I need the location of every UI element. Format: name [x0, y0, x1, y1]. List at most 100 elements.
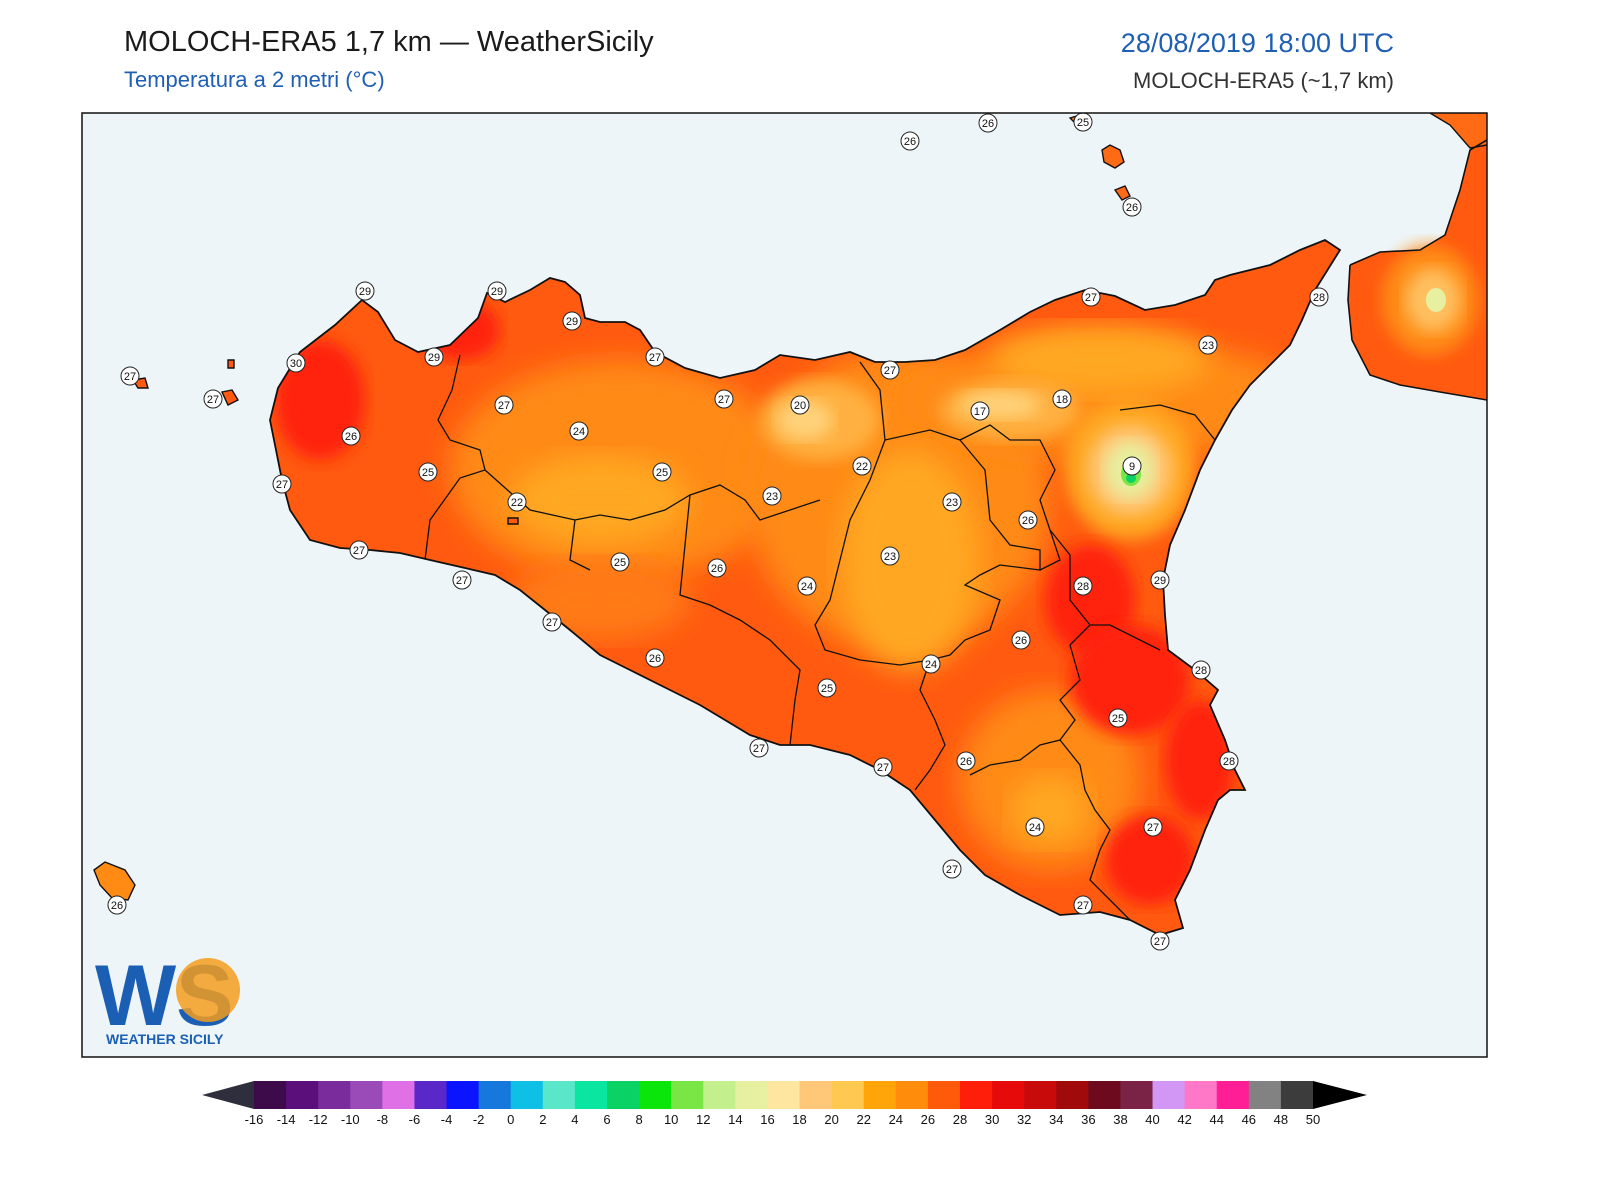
station-marker: 27: [714, 389, 734, 409]
colorbar-tick-label: 28: [953, 1112, 967, 1127]
colorbar-swatch: [1216, 1081, 1250, 1109]
station-marker: 27: [1143, 817, 1163, 837]
station-value: 9: [1129, 461, 1135, 473]
station-value: 28: [1223, 756, 1235, 768]
station-value: 29: [1154, 575, 1166, 587]
colorbar-swatch: [574, 1081, 608, 1109]
station-marker: 26: [645, 648, 665, 668]
station-marker: 29: [355, 281, 375, 301]
colorbar-swatch: [318, 1081, 351, 1109]
colorbar-swatch: [1248, 1081, 1282, 1109]
colorbar-max-arrow: [1313, 1081, 1367, 1109]
colorbar-swatch: [414, 1081, 448, 1109]
station-value: 25: [422, 467, 434, 479]
station-value: 18: [1056, 394, 1068, 406]
station-value: 23: [766, 491, 778, 503]
station-value: 27: [276, 479, 288, 491]
station-value: 27: [877, 762, 889, 774]
colorbar-swatch: [895, 1081, 929, 1109]
station-marker: 23: [1198, 335, 1218, 355]
station-value: 27: [1085, 292, 1097, 304]
colorbar-swatch: [639, 1081, 672, 1109]
station-marker: 23: [942, 492, 962, 512]
colorbar-tick-label: 34: [1049, 1112, 1063, 1127]
map-frame: [81, 112, 1488, 1058]
station-value: 30: [290, 358, 302, 370]
colorbar-tick-label: 16: [760, 1112, 774, 1127]
colorbar-tick-label: 10: [664, 1112, 678, 1127]
colorbar-tick-label: 42: [1177, 1112, 1191, 1127]
station-marker: 26: [1011, 630, 1031, 650]
map-datetime: 28/08/2019 18:00 UTC: [1120, 28, 1394, 58]
station-value: 23: [946, 497, 958, 509]
station-value: 26: [960, 756, 972, 768]
colorbar-swatch: [542, 1081, 576, 1109]
logo-sun-icon: [176, 958, 240, 1022]
station-marker: 26: [1122, 197, 1142, 217]
station-marker: 28: [1309, 287, 1329, 307]
colorbar-tick-label: 20: [824, 1112, 838, 1127]
station-value: 28: [1195, 665, 1207, 677]
colorbar-tick-label: 36: [1081, 1112, 1095, 1127]
station-value: 23: [1202, 340, 1214, 352]
station-value: 27: [718, 394, 730, 406]
station-marker: 24: [569, 421, 589, 441]
station-value: 27: [498, 400, 510, 412]
station-marker: 27: [272, 474, 292, 494]
colorbar-tick-label: 44: [1209, 1112, 1223, 1127]
station-marker: 25: [1073, 113, 1093, 132]
station-value: 27: [1147, 822, 1159, 834]
station-value: 27: [1077, 900, 1089, 912]
station-value: 24: [1029, 822, 1041, 834]
station-value: 26: [982, 118, 994, 130]
station-marker: 22: [507, 492, 527, 512]
colorbar-swatch: [1184, 1081, 1218, 1109]
station-value: 17: [974, 406, 986, 418]
station-marker: 25: [652, 462, 672, 482]
map-subtitle: Temperatura a 2 metri (°C): [124, 67, 385, 92]
station-marker: 27: [880, 360, 900, 380]
colorbar-tick-label: 48: [1274, 1112, 1288, 1127]
colorbar-tick-label: 46: [1242, 1112, 1256, 1127]
colorbar-swatch: [286, 1081, 319, 1109]
colorbar-tick-label: -8: [377, 1112, 389, 1127]
station-value: 25: [614, 557, 626, 569]
station-value: 24: [925, 659, 937, 671]
station-marker: 27: [749, 738, 769, 758]
colorbar-swatch: [1152, 1081, 1186, 1109]
station-marker: 27: [942, 859, 962, 879]
colorbar-swatch: [607, 1081, 640, 1109]
colorbar-swatch: [735, 1081, 768, 1109]
station-marker: 28: [1073, 576, 1093, 596]
station-marker: 27: [542, 612, 562, 632]
colorbar-tick-label: 24: [889, 1112, 903, 1127]
station-marker: 29: [562, 311, 582, 331]
colorbar-swatch: [510, 1081, 544, 1109]
colorbar-tick-label: -6: [409, 1112, 421, 1127]
colorbar-tick-label: 40: [1145, 1112, 1159, 1127]
station-marker: 27: [494, 395, 514, 415]
station-marker: 27: [1150, 931, 1170, 951]
station-value: 28: [1313, 292, 1325, 304]
station-marker: 29: [1150, 570, 1170, 590]
colorbar-swatch: [927, 1081, 961, 1109]
colorbar-tick-label: -4: [441, 1112, 453, 1127]
colorbar-tick-label: 26: [921, 1112, 935, 1127]
colorbar-tick-label: 22: [856, 1112, 870, 1127]
station-marker: 25: [610, 552, 630, 572]
colorbar-tick-label: 2: [539, 1112, 546, 1127]
station-marker: 9: [1122, 456, 1142, 476]
colorbar-tick-label: 0: [507, 1112, 514, 1127]
station-marker: 29: [487, 281, 507, 301]
station-value: 26: [1022, 515, 1034, 527]
station-marker: 27: [645, 347, 665, 367]
station-value: 29: [428, 352, 440, 364]
station-marker: 28: [1219, 751, 1239, 771]
colorbar-tick-label: 4: [571, 1112, 578, 1127]
minor-islands: [93, 114, 1131, 901]
colorbar-tick-label: 6: [603, 1112, 610, 1127]
colorbar-tick-label: -2: [473, 1112, 485, 1127]
station-value: 25: [656, 467, 668, 479]
station-value: 26: [111, 900, 123, 912]
